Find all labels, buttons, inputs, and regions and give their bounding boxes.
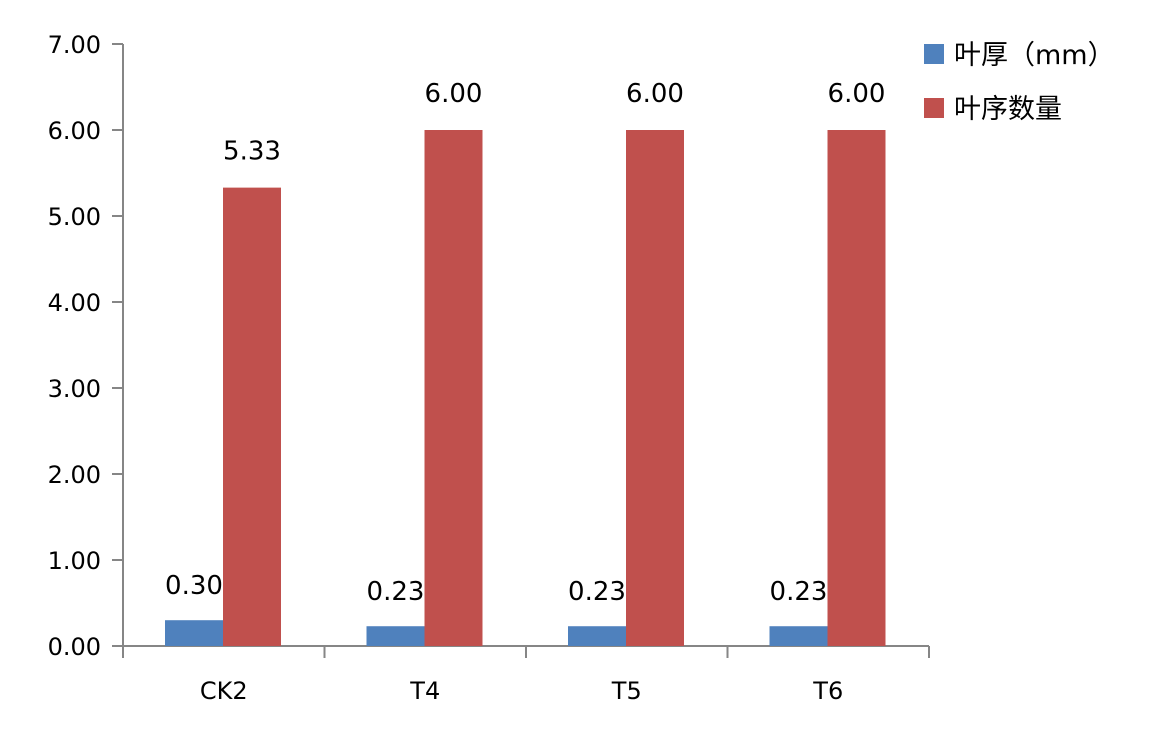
y-ticks: 0.00 1.00 2.00 3.00 4.00 5.00 6.00 7.00: [48, 31, 123, 661]
y-tick-label: 5.00: [48, 203, 101, 231]
bars: [165, 130, 886, 646]
data-label: 0.23: [568, 577, 626, 607]
data-label: 6.00: [425, 79, 483, 109]
data-labels: 0.30 0.23 0.23 0.23 5.33 6.00 6.00 6.00: [165, 79, 885, 607]
bar-series-1-t4: [366, 626, 425, 646]
y-tick-label: 7.00: [48, 31, 101, 59]
y-tick-label: 6.00: [48, 117, 101, 145]
bar-series-1-ck2: [165, 620, 223, 646]
x-tick-label: T4: [409, 677, 440, 705]
x-ticks: CK2 T4 T5 T6: [122, 646, 930, 705]
data-label: 0.30: [165, 571, 223, 601]
data-label: 5.33: [223, 137, 281, 167]
x-tick-label: CK2: [200, 677, 248, 705]
x-tick-label: T6: [812, 677, 843, 705]
y-tick-label: 4.00: [48, 289, 101, 317]
bar-series-2-t4: [424, 130, 483, 646]
y-tick-label: 0.00: [48, 633, 101, 661]
x-tick-label: T5: [611, 677, 642, 705]
data-label: 0.23: [367, 577, 425, 607]
legend-label: 叶厚（mm）: [954, 40, 1115, 71]
y-tick-label: 3.00: [48, 375, 101, 403]
data-label: 6.00: [626, 79, 684, 109]
bar-series-1-t6: [769, 626, 828, 646]
y-tick-label: 2.00: [48, 461, 101, 489]
legend: 叶厚（mm） 叶序数量: [924, 40, 1115, 125]
data-label: 0.23: [770, 577, 828, 607]
data-label: 6.00: [828, 79, 886, 109]
legend-swatch: [924, 44, 944, 64]
bar-series-2-t5: [626, 130, 684, 646]
bar-series-1-t5: [568, 626, 626, 646]
legend-swatch: [924, 98, 944, 118]
bar-series-2-t6: [827, 130, 886, 646]
y-tick-label: 1.00: [48, 547, 101, 575]
bar-series-2-ck2: [223, 187, 281, 646]
legend-label: 叶序数量: [954, 94, 1062, 125]
